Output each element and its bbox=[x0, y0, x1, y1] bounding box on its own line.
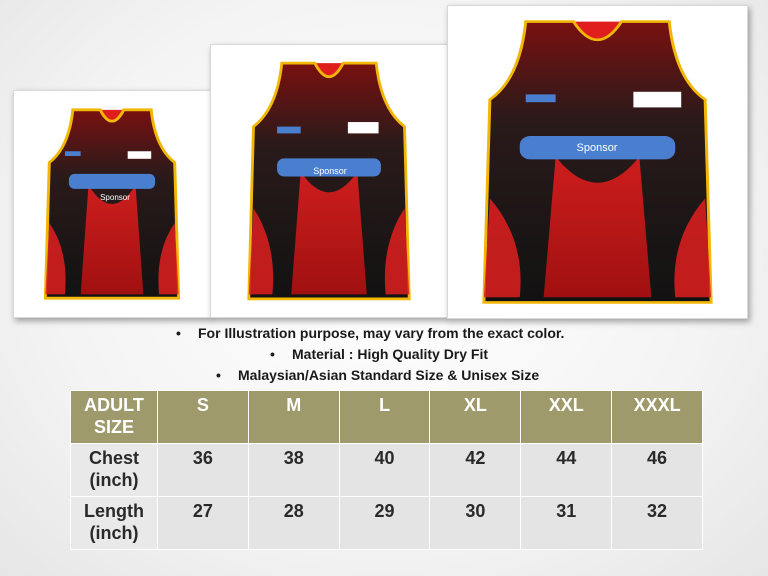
row-label: Chest (inch) bbox=[70, 443, 158, 497]
table-cell: 32 bbox=[611, 496, 703, 550]
jersey-image-small: Sponsor bbox=[13, 90, 211, 318]
size-table: ADULT SIZE S M L XL XXL XXXL Chest (inch… bbox=[70, 390, 703, 550]
label-line: (inch) bbox=[89, 523, 139, 543]
table-cell: 28 bbox=[247, 496, 340, 550]
note-item: • Malaysian/Asian Standard Size & Unisex … bbox=[216, 367, 539, 383]
size-header-cell: S bbox=[157, 390, 249, 444]
sponsor-label: Sponsor bbox=[100, 193, 130, 202]
note-text: Malaysian/Asian Standard Size & Unisex S… bbox=[238, 367, 540, 383]
sponsor-label: Sponsor bbox=[576, 142, 618, 154]
bullet: • bbox=[216, 367, 221, 383]
note-text: Material : High Quality Dry Fit bbox=[292, 346, 489, 362]
label-line: (inch) bbox=[89, 470, 139, 490]
size-header-cell: L bbox=[338, 390, 431, 444]
jersey-image-medium: Sponsor bbox=[210, 44, 448, 318]
label-line: Chest bbox=[88, 448, 139, 468]
bullet: • bbox=[270, 346, 275, 362]
jersey-graphic bbox=[247, 61, 411, 301]
table-row: Chest (inch) 36 38 40 42 44 46 bbox=[70, 443, 703, 497]
table-header-row: ADULT SIZE S M L XL XXL XXXL bbox=[70, 390, 703, 444]
table-cell: 40 bbox=[338, 443, 431, 497]
label-line: SIZE bbox=[93, 417, 134, 437]
table-cell: 31 bbox=[520, 496, 613, 550]
table-header-label: ADULT SIZE bbox=[70, 390, 158, 444]
note-item: • For Illustration purpose, may vary from… bbox=[176, 325, 564, 341]
table-cell: 30 bbox=[429, 496, 522, 550]
label-line: ADULT bbox=[84, 395, 144, 415]
table-cell: 27 bbox=[157, 496, 249, 550]
sponsor-label: Sponsor bbox=[313, 166, 347, 176]
note-text: For Illustration purpose, may vary from … bbox=[198, 325, 565, 341]
sponsor-panel bbox=[519, 136, 676, 160]
size-header-cell: XXL bbox=[520, 390, 613, 444]
table-cell: 38 bbox=[247, 443, 340, 497]
note-item: • Material : High Quality Dry Fit bbox=[270, 346, 488, 362]
size-header-cell: M bbox=[247, 390, 340, 444]
row-label: Length (inch) bbox=[70, 496, 158, 550]
table-cell: 29 bbox=[338, 496, 431, 550]
table-cell: 46 bbox=[611, 443, 703, 497]
jersey-image-large: Sponsor bbox=[447, 5, 748, 319]
jersey-graphic bbox=[482, 20, 713, 304]
table-row: Length (inch) 27 28 29 30 31 32 bbox=[70, 496, 703, 550]
size-header-cell: XXXL bbox=[611, 390, 703, 444]
table-cell: 36 bbox=[157, 443, 249, 497]
jersey-graphic bbox=[43, 108, 181, 300]
sponsor-panel bbox=[68, 173, 156, 189]
label-line: Length bbox=[84, 501, 144, 521]
bullet: • bbox=[176, 325, 181, 341]
table-cell: 42 bbox=[429, 443, 522, 497]
table-cell: 44 bbox=[520, 443, 613, 497]
sponsor-panel bbox=[277, 158, 381, 177]
size-header-cell: XL bbox=[429, 390, 522, 444]
